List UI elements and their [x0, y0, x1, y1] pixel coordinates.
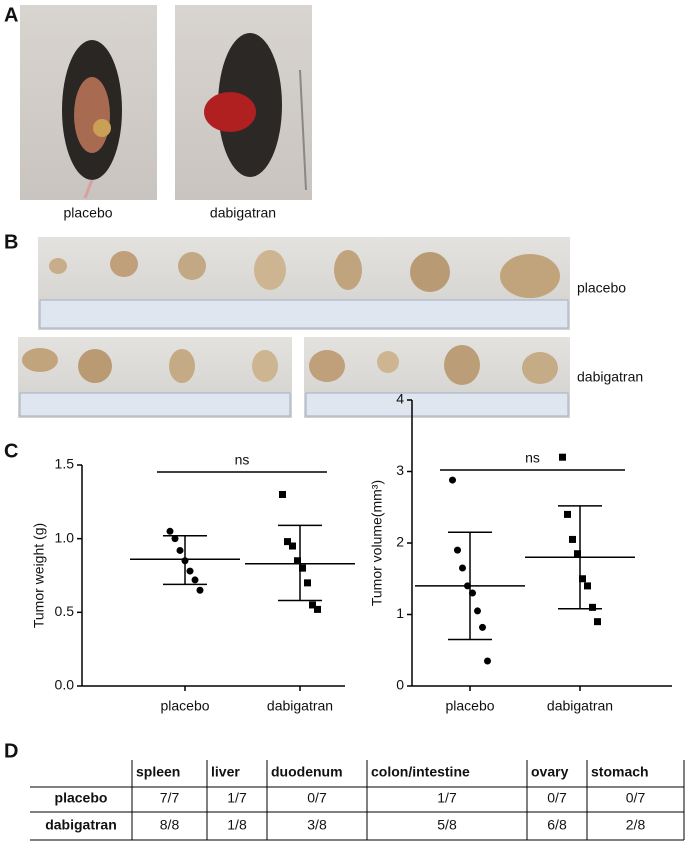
table-cell: 7/7	[160, 790, 180, 806]
x-tick-label: placebo	[445, 698, 494, 714]
photo-dabigatran-mouse	[175, 5, 312, 200]
y-tick-label: 4	[396, 391, 404, 407]
data-point	[454, 546, 461, 554]
y-tick-label: 1	[396, 605, 404, 621]
photo-caption: placebo	[577, 280, 626, 296]
table-cell: 0/7	[626, 790, 646, 806]
y-axis-label: Tumor weight (g)	[31, 523, 47, 628]
annotation: ns	[525, 450, 540, 466]
data-point	[589, 603, 596, 611]
data-point	[309, 601, 316, 609]
photo-dabigatran-tumors	[18, 337, 570, 418]
data-point	[314, 605, 321, 613]
data-point	[299, 564, 306, 572]
table-cell: 1/8	[227, 817, 247, 833]
panel-label: A	[4, 4, 18, 26]
data-point	[171, 535, 179, 543]
data-point	[294, 557, 301, 565]
table-cell: 6/8	[547, 817, 567, 833]
y-tick-label: 3	[396, 462, 404, 478]
data-point	[569, 535, 576, 543]
table-cell: 5/8	[437, 817, 457, 833]
photo-caption: dabigatran	[210, 205, 276, 221]
table-cell: 8/8	[160, 817, 180, 833]
y-tick-label: 0.0	[55, 677, 75, 693]
data-point	[196, 586, 204, 594]
data-point	[304, 579, 311, 587]
y-tick-label: 0.5	[55, 603, 75, 619]
x-tick-label: dabigatran	[547, 698, 613, 714]
data-point	[479, 623, 486, 631]
table-header: stomach	[591, 764, 649, 780]
table-cell: 1/7	[227, 790, 247, 806]
data-point	[284, 538, 291, 546]
data-point	[594, 618, 601, 626]
photo-caption: placebo	[63, 205, 112, 221]
data-point	[574, 550, 581, 558]
data-point	[584, 582, 591, 590]
table-header: spleen	[136, 764, 180, 780]
photo-placebo-mouse	[20, 5, 157, 200]
data-point	[191, 576, 199, 584]
annotation: ns	[235, 452, 250, 468]
row-label: dabigatran	[45, 817, 117, 833]
panel-label: D	[4, 740, 18, 762]
row-label: placebo	[55, 790, 108, 806]
table-cell: 0/7	[307, 790, 327, 806]
panel-label: C	[4, 440, 18, 462]
x-tick-label: dabigatran	[267, 698, 333, 714]
table-header: liver	[211, 764, 240, 780]
data-point	[579, 575, 586, 583]
y-tick-label: 1.5	[55, 456, 75, 472]
y-tick-label: 2	[396, 534, 404, 550]
data-point	[474, 607, 481, 615]
table-grid	[30, 760, 685, 841]
photo-placebo-tumors	[38, 237, 570, 330]
data-point	[484, 657, 491, 665]
data-point	[279, 490, 286, 498]
panel-label: B	[4, 231, 18, 253]
data-point	[166, 527, 174, 535]
y-tick-label: 0	[396, 677, 404, 693]
table-cell: 0/7	[547, 790, 567, 806]
table-cell: 1/7	[437, 790, 457, 806]
table-header: duodenum	[271, 764, 343, 780]
table-cell: 3/8	[307, 817, 327, 833]
table-header: colon/intestine	[371, 764, 470, 780]
table-cell: 2/8	[626, 817, 646, 833]
data-point	[459, 564, 466, 572]
photo-caption: dabigatran	[577, 369, 643, 385]
data-point	[559, 453, 566, 461]
data-point	[176, 546, 184, 554]
table-header: ovary	[531, 764, 569, 780]
y-axis-label: Tumor volume(mm³)	[369, 480, 385, 606]
data-point	[449, 476, 456, 484]
data-point	[564, 510, 571, 518]
data-point	[289, 542, 296, 550]
y-tick-label: 1.0	[55, 529, 75, 545]
x-tick-label: placebo	[160, 698, 209, 714]
data-point	[186, 567, 194, 575]
